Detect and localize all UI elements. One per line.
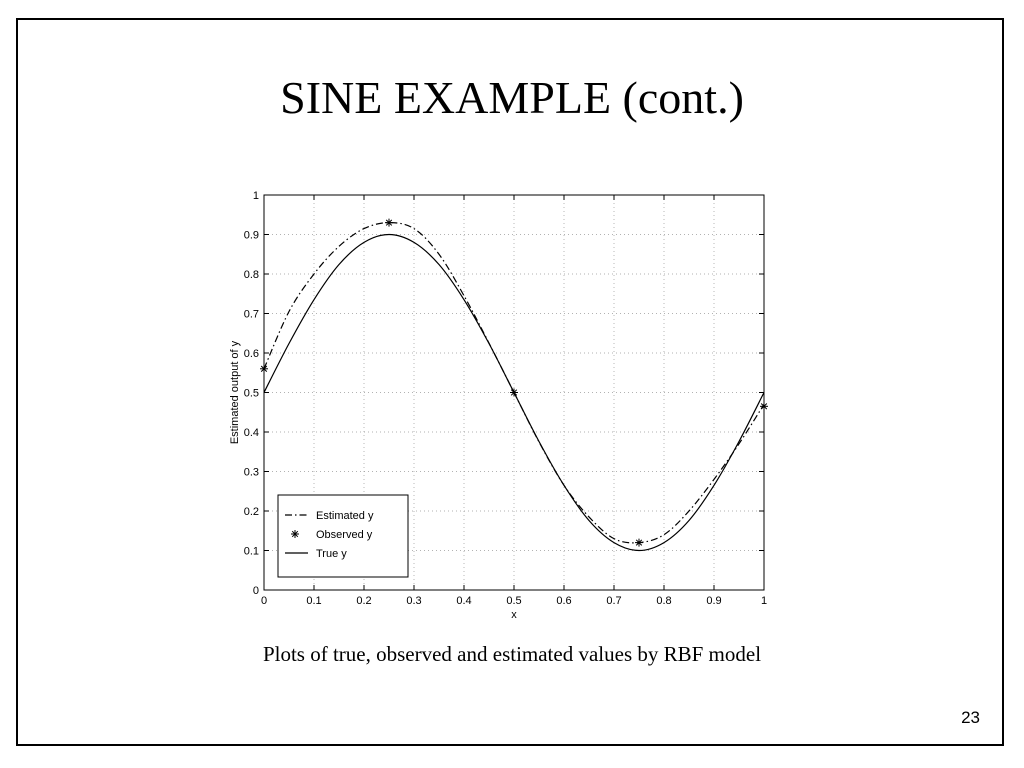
y-tick-label: 0.2 <box>244 506 259 518</box>
y-tick-label: 1 <box>253 190 259 202</box>
x-tick-label: 0.3 <box>406 595 421 607</box>
x-tick-label: 0.2 <box>356 595 371 607</box>
x-tick-label: 0.5 <box>506 595 521 607</box>
x-axis-label: x <box>511 609 517 621</box>
x-tick-label: 0.8 <box>656 595 671 607</box>
y-tick-label: 0.5 <box>244 388 259 400</box>
x-tick-label: 0.9 <box>706 595 721 607</box>
series-line-true-y <box>263 233 765 552</box>
marker-stroke <box>260 365 268 372</box>
y-tick-label: 0.7 <box>244 309 259 321</box>
marker-stroke <box>635 539 643 546</box>
figure-caption: Plots of true, observed and estimated va… <box>262 642 762 666</box>
x-tick-label: 1 <box>761 595 767 607</box>
y-tick-label: 0.1 <box>244 546 259 558</box>
legend-label-estimated-y: Estimated y <box>316 510 374 522</box>
page-number: 23 <box>961 708 980 727</box>
marker-stroke <box>385 219 393 226</box>
y-tick-label: 0.9 <box>244 230 259 242</box>
point-observed-y <box>260 364 268 373</box>
marker-stroke <box>291 530 299 538</box>
point-observed-y <box>635 538 643 547</box>
y-tick-label: 0.4 <box>244 427 259 439</box>
y-tick-label: 0.3 <box>244 467 259 479</box>
x-tick-label: 0.4 <box>456 595 471 607</box>
x-tick-label: 0 <box>261 595 267 607</box>
point-observed-y <box>385 218 393 227</box>
x-tick-label: 0.6 <box>556 595 571 607</box>
legend-box <box>277 494 409 578</box>
legend: Estimated y Observed y True y <box>277 494 409 578</box>
slide-frame <box>16 18 1004 746</box>
legend-label-observed-y: Observed y <box>316 529 373 541</box>
x-tick-label: 0.1 <box>306 595 321 607</box>
x-tick-label: 0.7 <box>606 595 621 607</box>
y-axis-label: Estimated output of y <box>229 340 241 444</box>
legend-label-true-y: True y <box>316 548 347 560</box>
marker-stroke <box>760 403 768 410</box>
y-tick-label: 0 <box>253 585 259 597</box>
y-tick-label: 0.8 <box>244 269 259 281</box>
slide-title: SINE EXAMPLE (cont.) <box>280 72 744 123</box>
legend-marker-observed-y <box>291 530 299 538</box>
point-observed-y <box>760 402 768 411</box>
y-tick-label: 0.6 <box>244 348 259 360</box>
plot-area: 0 0.1 0.2 0.3 0.4 0.5 0.6 0.7 0.8 0.9 1 0 0.1 0.2 0.3 0… <box>229 190 768 621</box>
